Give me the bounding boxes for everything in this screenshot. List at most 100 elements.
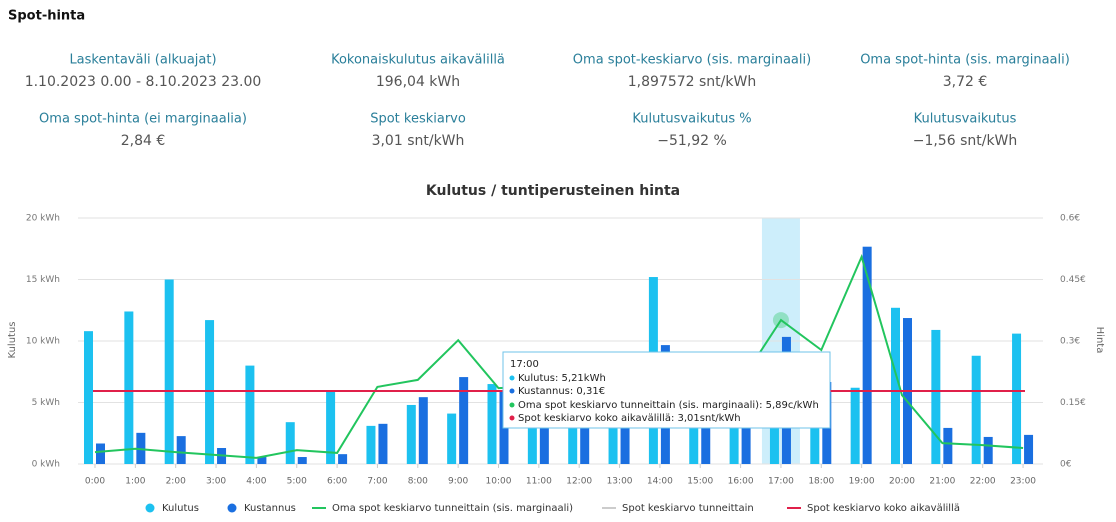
bar bbox=[84, 331, 93, 464]
x-tick-label: 18:00 bbox=[808, 477, 834, 487]
bar bbox=[580, 406, 590, 464]
bar bbox=[741, 398, 751, 464]
bar bbox=[164, 279, 174, 464]
tooltip-dot bbox=[509, 402, 515, 408]
x-tick-label: 19:00 bbox=[849, 477, 875, 487]
plot: 0 kWh 5 kWh 10 kWh 15 kWh 20 kWh 0€ 0.15€ 0.3€ 0… bbox=[26, 214, 1086, 487]
x-tick-label: 5:00 bbox=[287, 477, 307, 487]
legend-label: Kulutus bbox=[162, 503, 199, 514]
y-tick-label: 20 kWh bbox=[26, 214, 60, 224]
bar bbox=[891, 307, 900, 464]
legend-swatch bbox=[227, 503, 237, 513]
bar bbox=[447, 413, 457, 464]
legend-label: Spot keskiarvo tunneittain bbox=[622, 503, 754, 514]
kpi-label: Laskentaväli (alkuajat) bbox=[69, 53, 216, 68]
legend-label: Spot keskiarvo koko aikavälillä bbox=[807, 503, 960, 514]
bar bbox=[285, 422, 295, 464]
bar bbox=[96, 443, 105, 464]
bar bbox=[620, 402, 630, 464]
x-tick-label: 15:00 bbox=[687, 477, 713, 487]
bar bbox=[931, 329, 941, 464]
y-tick-label: 0 kWh bbox=[32, 460, 60, 470]
bar bbox=[568, 402, 578, 464]
legend: Kulutus Kustannus Oma spot keskiarvo tunne… bbox=[145, 503, 960, 514]
kpi-label: Kulutusvaikutus % bbox=[632, 112, 751, 127]
x-tick-label: 1:00 bbox=[125, 477, 145, 487]
bar bbox=[366, 425, 376, 464]
x-tick-label: 3:00 bbox=[206, 477, 226, 487]
bar bbox=[245, 365, 255, 464]
kpi-label: Oma spot-keskiarvo (sis. marginaali) bbox=[573, 53, 811, 68]
x-tick-label: 7:00 bbox=[367, 477, 387, 487]
kpi-value: 3,72 € bbox=[943, 74, 988, 90]
legend-swatch bbox=[145, 503, 155, 513]
y2-tick-label: 0€ bbox=[1060, 460, 1072, 470]
bar bbox=[418, 397, 428, 464]
tooltip: 17:00 Kulutus: 5,21kWh Kustannus: 0,31€ … bbox=[502, 351, 831, 429]
tooltip-line: Kulutus: 5,21kWh bbox=[518, 373, 606, 384]
x-tick-label: 22:00 bbox=[970, 477, 996, 487]
tooltip-dot bbox=[509, 415, 515, 421]
x-tick-label: 9:00 bbox=[448, 477, 468, 487]
page-title: Spot-hinta bbox=[8, 9, 85, 24]
y-tick-label: 5 kWh bbox=[32, 398, 60, 408]
legend-label: Oma spot keskiarvo tunneittain (sis. mar… bbox=[332, 503, 573, 514]
x-tick-label: 10:00 bbox=[486, 477, 512, 487]
kpi-value: 1.10.2023 0.00 - 8.10.2023 23.00 bbox=[25, 74, 262, 90]
y-tick-label: 15 kWh bbox=[26, 275, 60, 285]
kpi-value: 3,01 snt/kWh bbox=[372, 133, 465, 149]
bar bbox=[850, 387, 860, 464]
bar bbox=[326, 391, 336, 464]
tooltip-title: 17:00 bbox=[510, 359, 539, 370]
chart-title: Kulutus / tuntiperusteinen hinta bbox=[426, 183, 680, 199]
x-tick-label: 20:00 bbox=[889, 477, 915, 487]
bar bbox=[608, 396, 618, 464]
x-tick-label: 23:00 bbox=[1010, 477, 1036, 487]
x-tick-label: 6:00 bbox=[327, 477, 347, 487]
bar bbox=[539, 402, 549, 464]
kpi-value: −1,56 snt/kWh bbox=[913, 133, 1018, 149]
bar bbox=[338, 454, 348, 464]
x-tick-label: 2:00 bbox=[166, 477, 186, 487]
kpi-value: 2,84 € bbox=[121, 133, 166, 149]
tooltip-line: Kustannus: 0,31€ bbox=[518, 386, 605, 397]
y2-tick-label: 0.15€ bbox=[1060, 398, 1086, 408]
x-tick-label: 12:00 bbox=[566, 477, 592, 487]
y2-tick-label: 0.6€ bbox=[1060, 214, 1080, 224]
bar bbox=[487, 384, 497, 464]
bar bbox=[176, 436, 186, 464]
x-tick-label: 11:00 bbox=[526, 477, 552, 487]
x-tick-label: 17:00 bbox=[768, 477, 794, 487]
y2-tick-label: 0.3€ bbox=[1060, 337, 1080, 347]
bar bbox=[378, 423, 388, 464]
bar bbox=[862, 246, 872, 464]
y2-axis-label: Hinta bbox=[1094, 327, 1105, 354]
bar bbox=[459, 377, 469, 464]
kpi-value: −51,92 % bbox=[657, 133, 727, 149]
tooltip-dot bbox=[509, 388, 515, 394]
kpi-grid: Laskentaväli (alkuajat) 1.10.2023 0.00 - … bbox=[25, 53, 1070, 150]
kpi-label: Kulutusvaikutus bbox=[914, 112, 1017, 127]
legend-label: Kustannus bbox=[244, 503, 296, 514]
x-tick-label: 4:00 bbox=[246, 477, 266, 487]
x-tick-label: 0:00 bbox=[85, 477, 105, 487]
kpi-value: 1,897572 snt/kWh bbox=[628, 74, 756, 90]
kpi-label: Oma spot-hinta (ei marginaalia) bbox=[39, 112, 247, 127]
y-tick-label: 10 kWh bbox=[26, 337, 60, 347]
kpi-label: Oma spot-hinta (sis. marginaali) bbox=[860, 53, 1070, 68]
tooltip-box bbox=[502, 351, 831, 429]
bar bbox=[729, 396, 739, 464]
bar bbox=[406, 404, 416, 464]
hover-point bbox=[772, 312, 789, 329]
tooltip-line: Oma spot keskiarvo tunneittain (sis. mar… bbox=[518, 400, 819, 411]
kpi-label: Spot keskiarvo bbox=[370, 112, 466, 127]
x-tick-label: 16:00 bbox=[728, 477, 754, 487]
y-axis-label: Kulutus bbox=[7, 322, 18, 359]
kpi-label: Kokonaiskulutus aikavälillä bbox=[331, 53, 505, 68]
kpi-value: 196,04 kWh bbox=[376, 74, 460, 90]
bar bbox=[527, 396, 537, 464]
x-tick-label: 8:00 bbox=[408, 477, 428, 487]
bar bbox=[257, 457, 267, 464]
